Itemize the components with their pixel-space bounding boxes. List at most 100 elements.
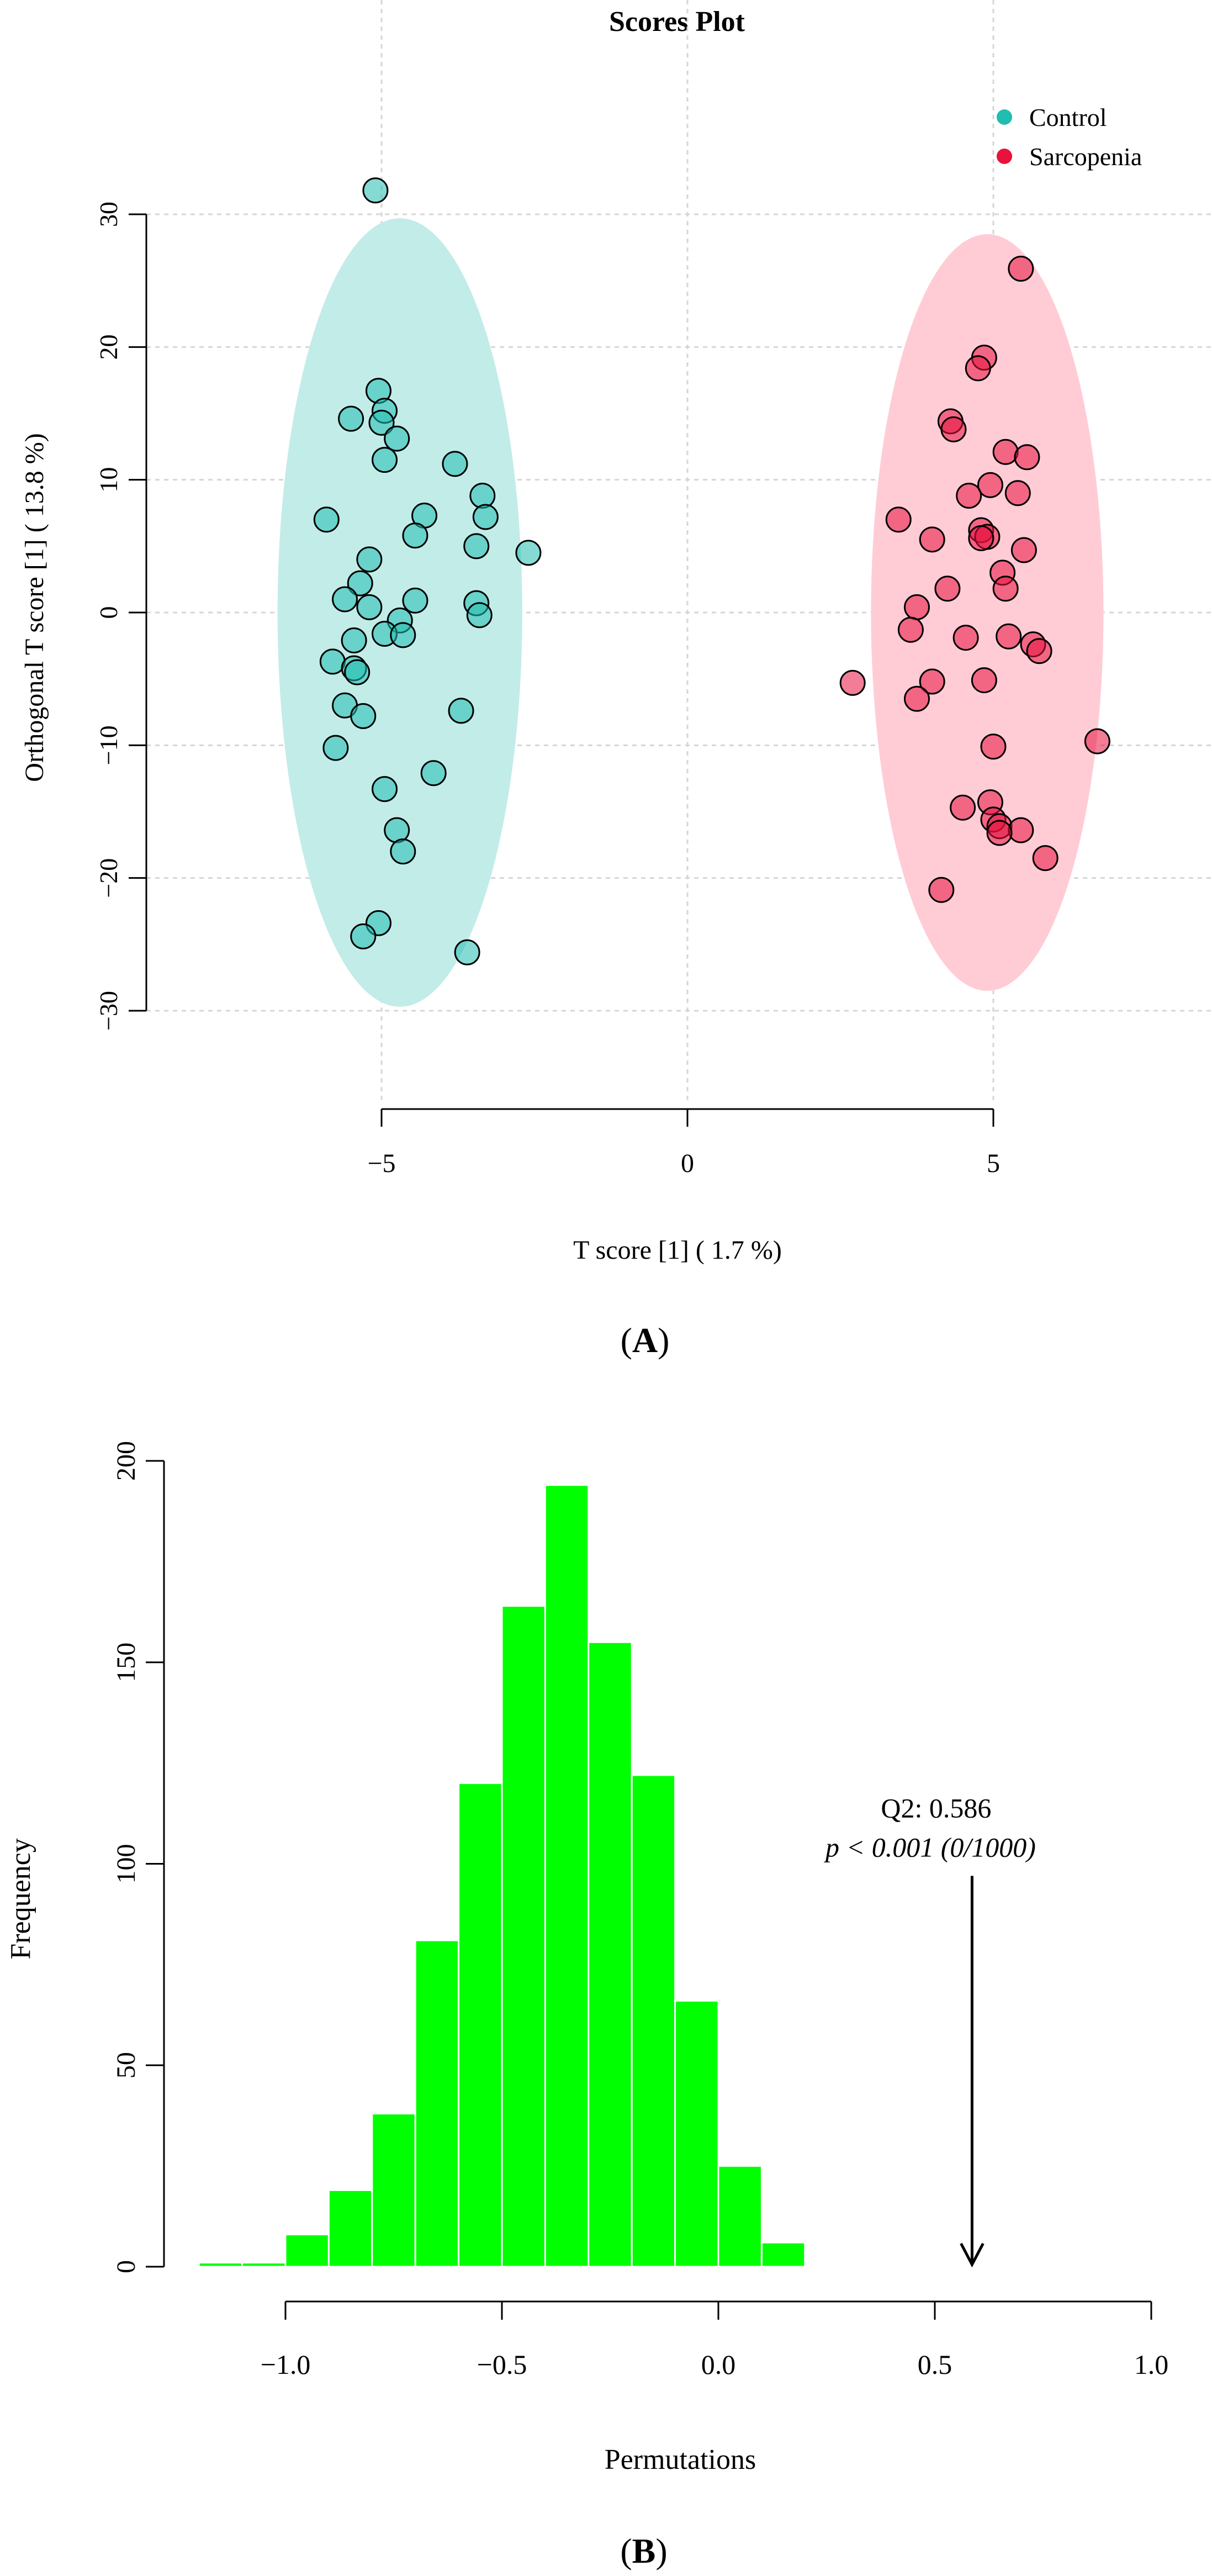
scores-point-sarcopenia — [996, 623, 1022, 650]
p-value-text: p < 0.001 (0/1000) — [824, 1831, 1036, 1862]
scores-plot-y-axis-label: Orthogonal T score [1] ( 13.8 %) — [20, 433, 49, 782]
scores-point-control — [347, 570, 373, 597]
scores-plot-x-axis-label: T score [1] ( 1.7 %) — [573, 1236, 782, 1265]
scores-plot-axes: −5 0 5 −30 −20 −10 0 10 20 30 — [94, 202, 1000, 1178]
histogram-bar — [327, 2189, 373, 2268]
histogram-x-tick-label: 0.5 — [918, 2349, 952, 2380]
scores-point-control — [356, 594, 383, 620]
panel-label-b: (B) — [620, 2531, 667, 2570]
scores-point-sarcopenia — [885, 506, 912, 533]
legend-label-control: Control — [1029, 103, 1107, 131]
scores-plot-panel: Scores Plot −5 0 5 −30 −20 −10 0 10 20 30 Control… — [20, 0, 1212, 1360]
histogram-y-axis-label: Frequency — [5, 1838, 36, 1959]
scores-point-sarcopenia — [919, 668, 945, 695]
legend-marker-sarcopenia — [997, 149, 1012, 164]
legend-marker-control — [997, 109, 1012, 125]
histogram-bar — [458, 1782, 503, 2268]
scores-point-control — [515, 540, 542, 566]
scores-point-sarcopenia — [1004, 480, 1031, 506]
scores-point-control — [313, 506, 340, 533]
panel-label-a-letter: A — [632, 1321, 658, 1360]
histogram-bar — [717, 2165, 763, 2268]
scores-point-control — [402, 587, 428, 614]
scores-point-control — [402, 522, 428, 549]
histogram-bar — [501, 1605, 546, 2268]
histogram-y-tick-label: 200 — [112, 1441, 141, 1481]
histogram-bar — [588, 1641, 633, 2268]
histogram-bars — [198, 1484, 806, 2268]
histogram-bar — [371, 2113, 416, 2268]
scores-plot-title: Scores Plot — [609, 6, 745, 38]
q2-annotation: Q2: 0.586 p < 0.001 (0/1000) — [824, 1792, 1036, 2268]
scores-point-control — [332, 586, 358, 613]
panel-label-a: (A) — [621, 1321, 670, 1360]
scores-point-sarcopenia — [980, 733, 1007, 760]
scores-point-sarcopenia — [1014, 444, 1040, 471]
legend-label-sarcopenia: Sarcopenia — [1029, 142, 1142, 171]
panel-label-b-letter: B — [632, 2531, 656, 2570]
scores-point-control — [372, 776, 398, 803]
scores-point-control — [372, 447, 398, 473]
confidence-ellipse-sarcopenia — [871, 234, 1104, 991]
scores-point-control — [390, 838, 416, 865]
scores-point-sarcopenia — [934, 576, 961, 602]
histogram-bar — [284, 2234, 330, 2268]
scores-point-control — [454, 939, 480, 965]
scores-y-tick-label: −20 — [94, 858, 123, 898]
scores-point-sarcopenia — [1008, 817, 1034, 843]
scores-point-control — [350, 703, 377, 729]
scores-point-control — [390, 622, 416, 648]
scores-point-sarcopenia — [992, 576, 1019, 602]
scores-point-control — [420, 760, 447, 786]
scores-point-control — [322, 735, 349, 761]
histogram-axes: −1.0 −0.5 0.0 0.5 1.0 0 50 100 150 200 — [112, 1441, 1168, 2380]
scores-point-sarcopenia — [950, 794, 976, 821]
scores-point-sarcopenia — [919, 526, 945, 553]
histogram-y-tick-label: 100 — [112, 1844, 141, 1884]
histogram-x-tick-label: −0.5 — [477, 2349, 527, 2380]
histogram-bar — [760, 2241, 806, 2268]
scores-point-sarcopenia — [956, 483, 982, 509]
scores-point-control — [384, 425, 410, 452]
scores-point-sarcopenia — [971, 667, 997, 694]
p-value-symbol: p — [824, 1831, 839, 1862]
scores-y-tick-label: 30 — [94, 202, 123, 227]
histogram-x-axis-label: Permutations — [605, 2444, 756, 2475]
scores-point-control — [442, 451, 468, 477]
scores-point-sarcopenia — [1084, 728, 1110, 754]
scores-y-tick-label: −30 — [94, 991, 123, 1031]
histogram-bar — [198, 2262, 244, 2268]
scores-x-tick-label: 5 — [987, 1149, 1000, 1178]
histogram-bar — [241, 2262, 287, 2268]
scores-point-sarcopenia — [965, 355, 991, 382]
scores-point-sarcopenia — [986, 820, 1013, 846]
scores-point-control — [469, 483, 496, 509]
scores-point-sarcopenia — [992, 439, 1019, 465]
scores-point-control — [463, 533, 490, 559]
scores-point-sarcopenia — [904, 685, 930, 712]
histogram-bar — [631, 1774, 676, 2268]
scores-point-sarcopenia — [839, 669, 866, 696]
scores-y-tick-label: 0 — [94, 606, 123, 619]
histogram-bar — [674, 2000, 719, 2268]
histogram-bar — [544, 1484, 590, 2268]
scores-point-sarcopenia — [904, 594, 930, 620]
scores-point-sarcopenia — [977, 472, 1003, 498]
scores-point-sarcopenia — [1008, 256, 1034, 282]
scores-point-control — [466, 602, 493, 629]
scores-point-control — [368, 409, 395, 436]
scores-point-control — [350, 923, 377, 949]
scores-y-tick-label: −10 — [94, 725, 123, 765]
scores-point-sarcopenia — [897, 616, 924, 643]
scores-y-tick-label: 10 — [94, 467, 123, 493]
scores-plot-legend: Control Sarcopenia — [997, 103, 1142, 171]
histogram-bar — [414, 1939, 460, 2268]
histogram-y-tick-label: 0 — [112, 2260, 141, 2273]
p-value-rest: < 0.001 (0/1000) — [839, 1831, 1036, 1862]
scores-point-sarcopenia — [1032, 845, 1058, 872]
histogram-x-tick-label: 0.0 — [701, 2349, 736, 2380]
scores-point-control — [472, 504, 499, 530]
scores-x-tick-label: −5 — [367, 1149, 395, 1178]
q2-value-text: Q2: 0.586 — [881, 1792, 991, 1823]
